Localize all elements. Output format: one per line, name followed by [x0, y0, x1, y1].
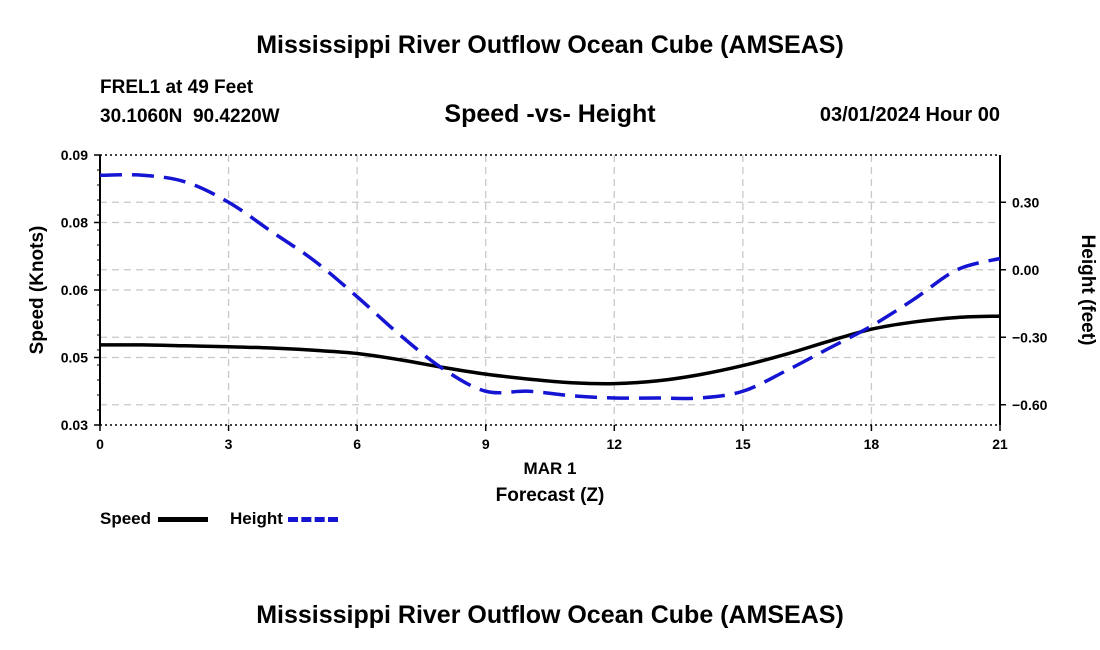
station-label: FREL1 at 49 Feet — [100, 77, 254, 98]
y-axis-left-title: Speed (Knots) — [27, 226, 48, 355]
chart-subtitle: Speed -vs- Height — [444, 100, 656, 128]
legend-height: Height — [230, 509, 338, 529]
chart-title: Mississippi River Outflow Ocean Cube (AM… — [256, 31, 844, 59]
y-left-tick-label: 0.09 — [61, 147, 88, 163]
x-tick-label: 18 — [864, 436, 880, 452]
y-axis-right-title: Height (feet) — [1077, 235, 1098, 346]
x-tick-label: 0 — [96, 436, 104, 452]
legend-speed-swatch — [157, 517, 208, 523]
legend-height-label: Height — [230, 509, 283, 528]
x-axis-title: Forecast (Z) — [496, 485, 605, 506]
y-left-tick-label: 0.05 — [61, 350, 88, 366]
y-right-tick-label: 0.00 — [1012, 262, 1039, 278]
x-tick-label: 6 — [353, 436, 361, 452]
legend-speed: Speed — [100, 509, 208, 529]
y-left-tick-label: 0.08 — [61, 215, 88, 231]
x-axis-date-label: MAR 1 — [524, 459, 577, 478]
x-tick-label: 12 — [606, 436, 622, 452]
x-tick-label: 15 — [735, 436, 751, 452]
series-line-height — [99, 173, 1001, 401]
station-coords: 30.1060N 90.4220W — [100, 106, 280, 127]
x-tick-label: 9 — [482, 436, 490, 452]
y-left-tick-label: 0.03 — [61, 417, 88, 433]
x-tick-label: 21 — [992, 436, 1008, 452]
x-tick-label: 3 — [225, 436, 233, 452]
legend-speed-label: Speed — [100, 509, 152, 528]
y-right-tick-label: −0.60 — [1012, 397, 1048, 413]
legend-height-swatch — [287, 517, 338, 523]
y-right-tick-label: 0.30 — [1012, 194, 1039, 210]
forecast-datetime: 03/01/2024 Hour 00 — [819, 104, 1000, 126]
y-left-tick-label: 0.06 — [61, 282, 88, 298]
footer-title: Mississippi River Outflow Ocean Cube (AM… — [256, 601, 844, 629]
series-line-speed — [99, 314, 1001, 386]
y-right-tick-label: −0.30 — [1012, 329, 1048, 345]
